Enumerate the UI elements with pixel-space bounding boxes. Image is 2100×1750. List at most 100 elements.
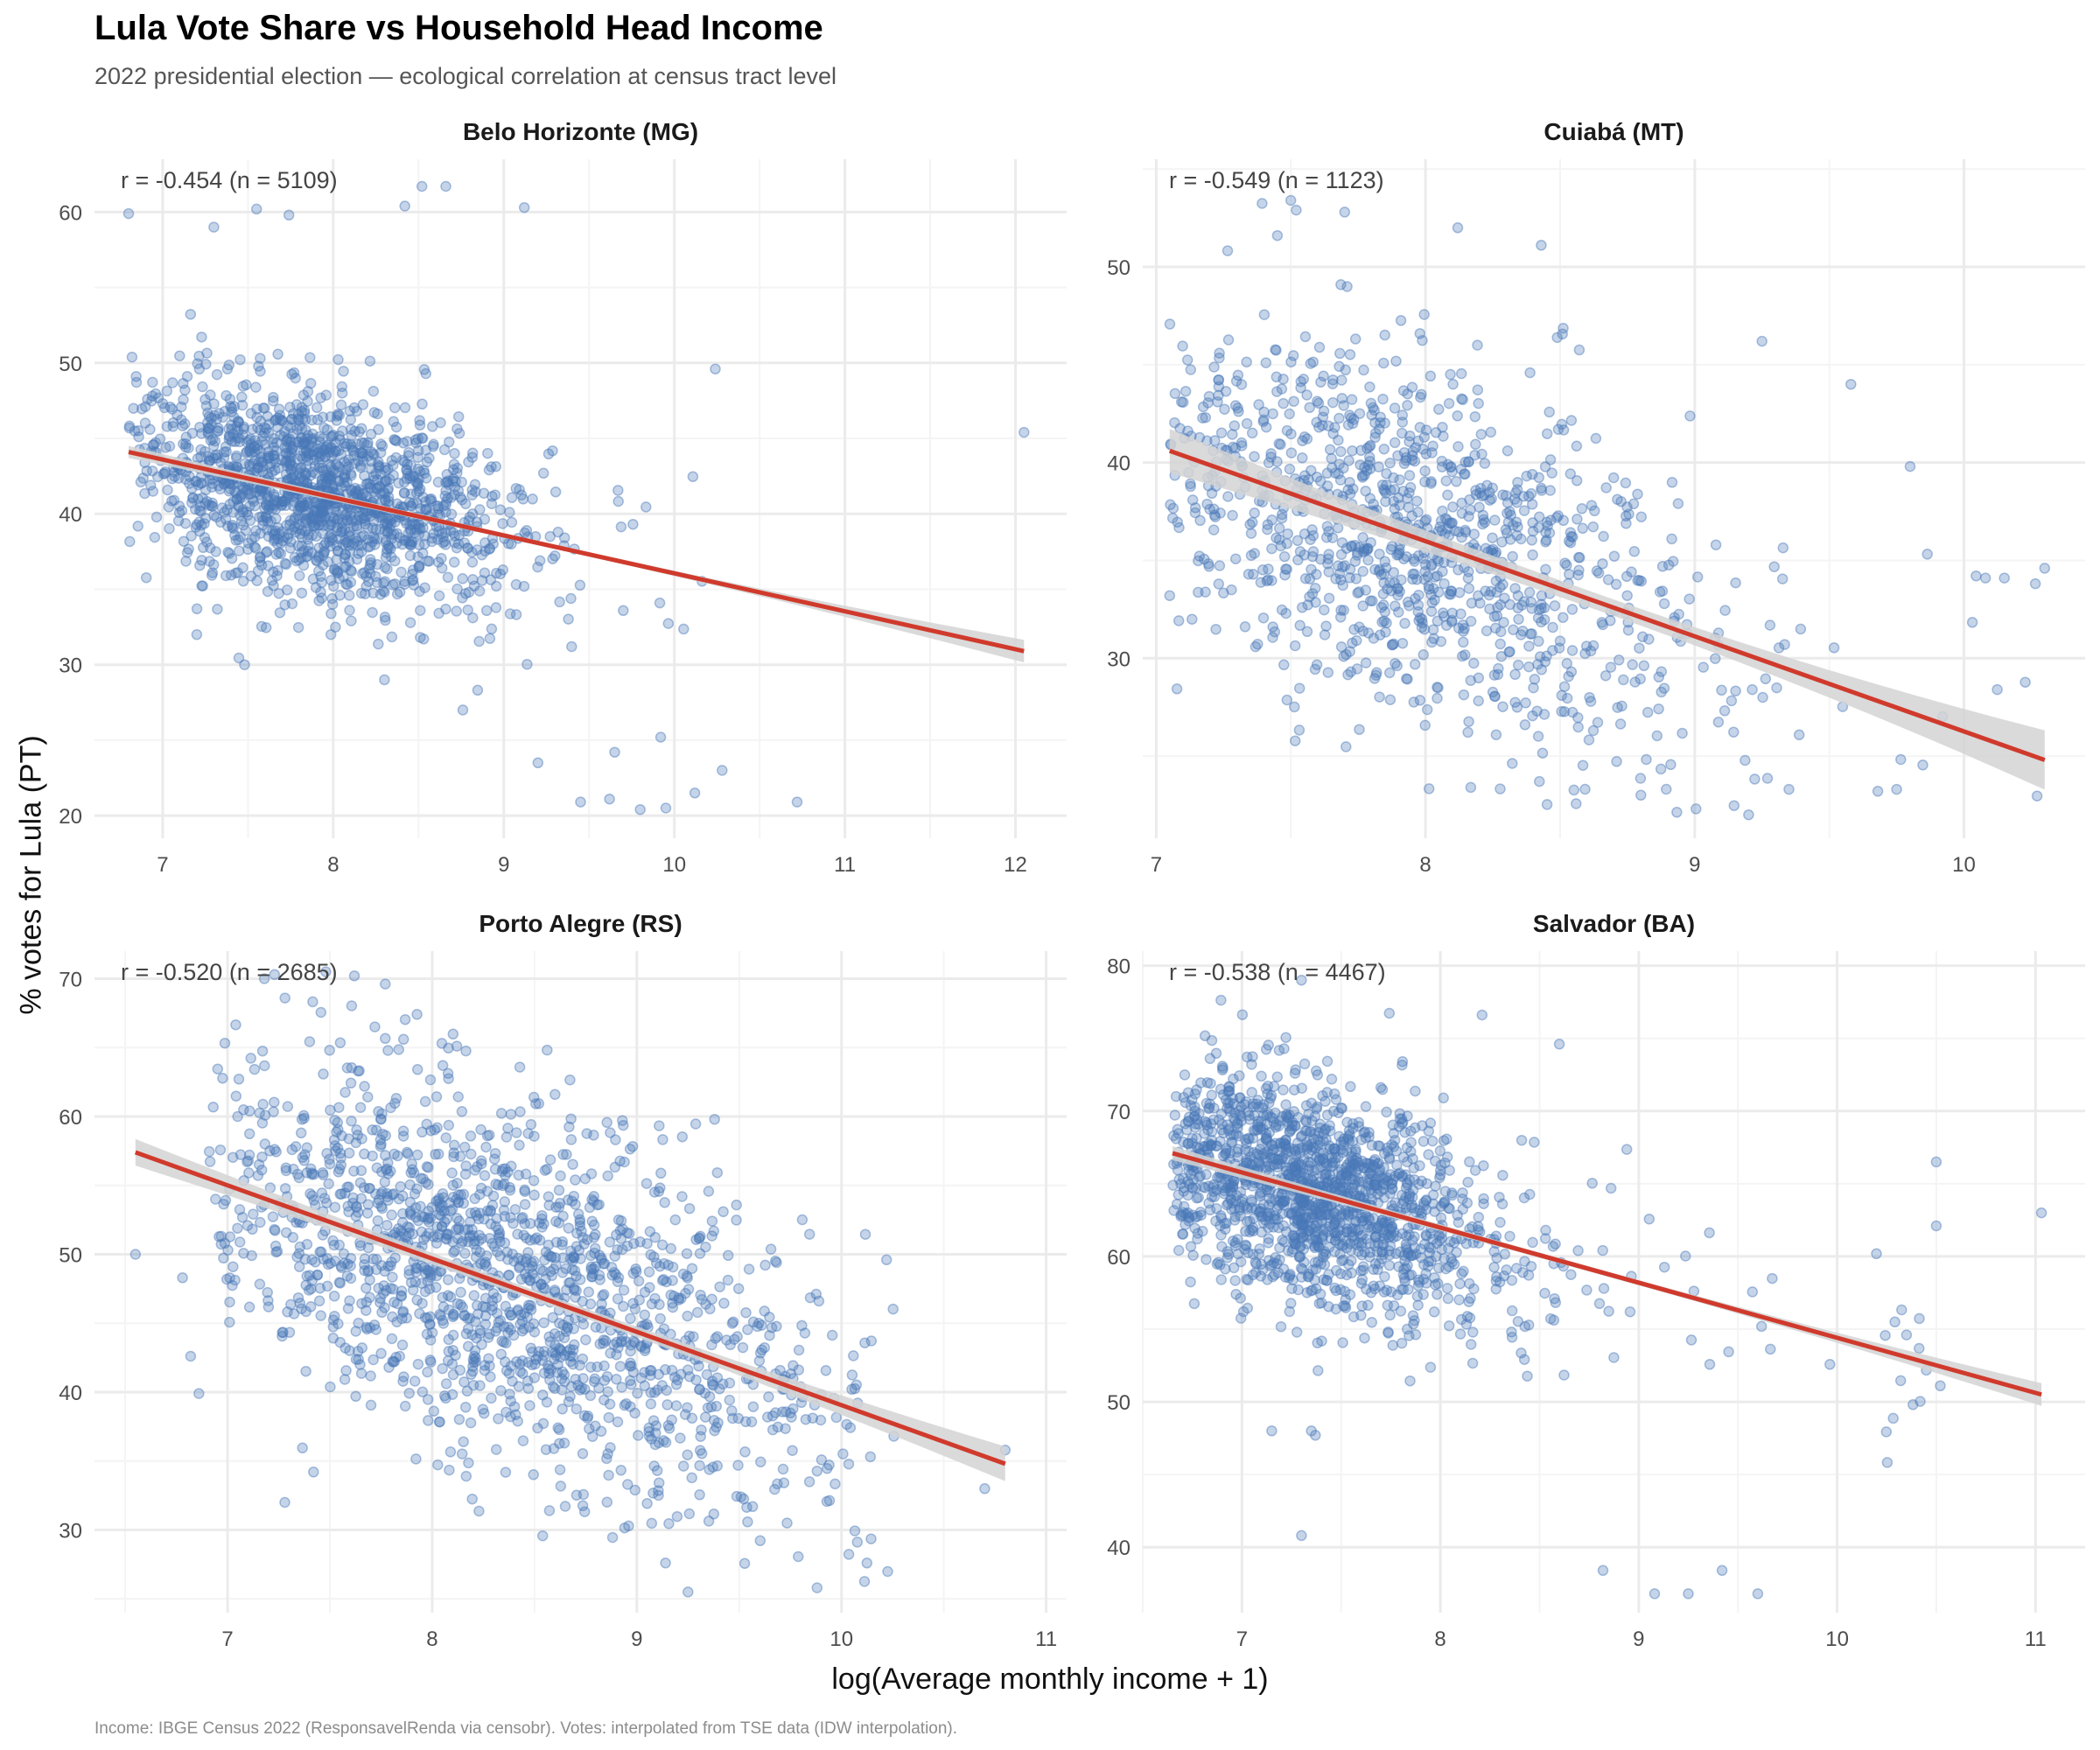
data-point bbox=[633, 1430, 644, 1441]
data-point bbox=[1381, 468, 1392, 480]
data-point bbox=[451, 606, 462, 617]
y-tick-label: 30 bbox=[59, 654, 82, 678]
data-point bbox=[440, 506, 452, 518]
data-point bbox=[479, 1407, 490, 1419]
data-point bbox=[193, 505, 206, 516]
data-point bbox=[257, 402, 270, 414]
data-point bbox=[574, 1214, 585, 1226]
data-point bbox=[1175, 396, 1187, 408]
data-point bbox=[592, 1361, 603, 1373]
data-point bbox=[1463, 510, 1474, 522]
data-point bbox=[456, 1106, 468, 1117]
data-point bbox=[237, 519, 249, 531]
data-point bbox=[581, 1128, 592, 1139]
data-point bbox=[219, 446, 230, 458]
data-point bbox=[485, 1218, 497, 1230]
data-point bbox=[261, 423, 272, 435]
data-point bbox=[447, 472, 459, 485]
data-point bbox=[460, 1470, 472, 1482]
data-point bbox=[622, 1479, 634, 1490]
data-point bbox=[432, 556, 444, 568]
data-point bbox=[317, 559, 329, 570]
data-point bbox=[382, 563, 393, 575]
data-point bbox=[256, 456, 267, 468]
data-point bbox=[1577, 522, 1589, 535]
data-point bbox=[346, 565, 358, 578]
data-point bbox=[608, 1339, 620, 1351]
data-point bbox=[700, 1298, 711, 1310]
data-point bbox=[314, 436, 326, 448]
data-point bbox=[312, 447, 324, 458]
data-point bbox=[506, 492, 518, 503]
data-point bbox=[318, 499, 331, 511]
data-point bbox=[1771, 682, 1782, 694]
data-point bbox=[438, 531, 449, 543]
data-point bbox=[307, 511, 319, 522]
data-point bbox=[528, 1189, 540, 1201]
data-point bbox=[618, 1284, 630, 1296]
data-point bbox=[191, 603, 203, 615]
data-point bbox=[627, 518, 639, 530]
data-point bbox=[1344, 477, 1355, 488]
data-point bbox=[367, 522, 379, 534]
data-point bbox=[515, 1273, 528, 1285]
data-point bbox=[549, 1286, 561, 1298]
data-point bbox=[365, 428, 377, 440]
data-point bbox=[490, 602, 502, 613]
data-point bbox=[172, 410, 183, 421]
data-point bbox=[414, 585, 425, 598]
data-point bbox=[1455, 368, 1467, 380]
data-point bbox=[467, 1379, 480, 1391]
data-point bbox=[238, 482, 249, 494]
data-point bbox=[146, 390, 158, 402]
data-point bbox=[407, 471, 418, 482]
data-point bbox=[1326, 378, 1339, 389]
data-point bbox=[675, 1432, 686, 1444]
data-point bbox=[343, 1147, 355, 1159]
data-point bbox=[336, 525, 348, 537]
data-point bbox=[259, 1060, 270, 1072]
data-point bbox=[434, 1416, 445, 1428]
data-point bbox=[654, 1120, 665, 1131]
data-point bbox=[276, 415, 288, 426]
data-point bbox=[262, 445, 274, 458]
data-point bbox=[1401, 550, 1412, 563]
x-tick-label: 7 bbox=[1151, 853, 1162, 877]
data-point bbox=[302, 550, 313, 562]
data-point bbox=[1306, 465, 1317, 476]
data-point bbox=[150, 388, 162, 400]
data-point bbox=[285, 536, 297, 548]
data-point bbox=[356, 1342, 368, 1354]
data-point bbox=[859, 1337, 871, 1348]
data-point bbox=[276, 454, 287, 466]
data-point bbox=[512, 1304, 524, 1316]
data-point bbox=[271, 570, 283, 582]
data-point bbox=[233, 416, 244, 429]
data-point bbox=[506, 516, 518, 528]
data-point bbox=[398, 535, 410, 547]
data-point bbox=[502, 1123, 514, 1134]
x-tick-label: 8 bbox=[1419, 853, 1431, 877]
data-point bbox=[518, 580, 530, 592]
data-point bbox=[1507, 758, 1518, 769]
data-point bbox=[822, 1463, 833, 1474]
data-point bbox=[212, 449, 223, 460]
data-point bbox=[372, 474, 383, 486]
data-point bbox=[1532, 731, 1544, 742]
data-point bbox=[502, 1326, 514, 1339]
data-point bbox=[390, 452, 402, 464]
data-point bbox=[1556, 418, 1568, 430]
data-point bbox=[1497, 701, 1508, 712]
data-point bbox=[285, 436, 297, 448]
data-point bbox=[380, 978, 391, 990]
data-point bbox=[793, 1344, 805, 1356]
data-point bbox=[1271, 386, 1283, 397]
data-point bbox=[382, 463, 394, 475]
data-point bbox=[144, 480, 157, 491]
data-point bbox=[313, 542, 325, 554]
data-point bbox=[1222, 491, 1234, 502]
data-point bbox=[426, 1201, 438, 1213]
data-point bbox=[575, 796, 586, 808]
data-point bbox=[401, 465, 412, 476]
data-point bbox=[551, 1367, 564, 1378]
